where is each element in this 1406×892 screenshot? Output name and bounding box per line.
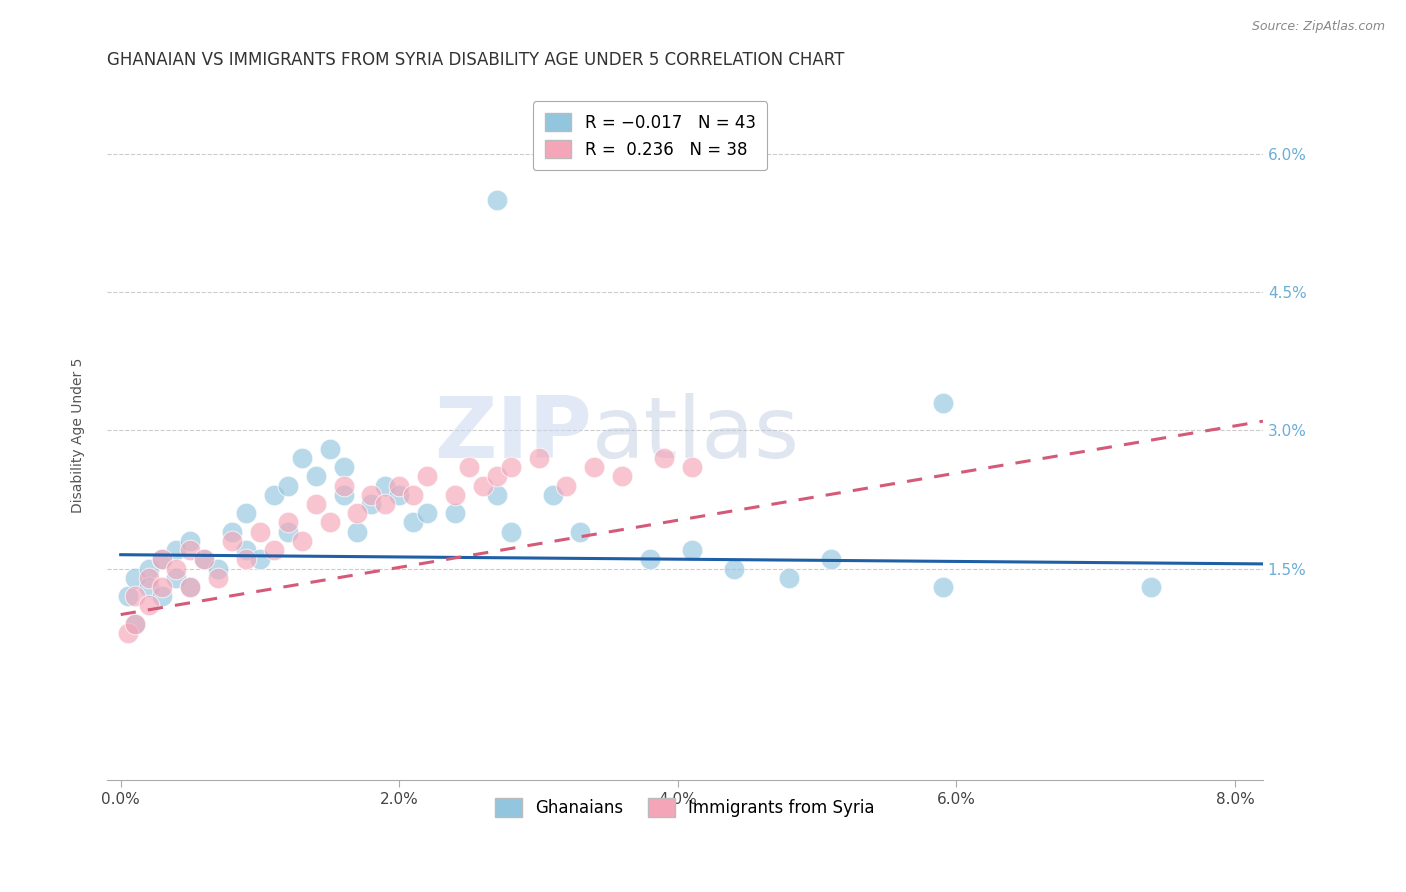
Point [444,488,467,502]
Point [152,580,174,594]
Point [305,469,328,483]
Point [332,460,354,475]
Point [277,524,299,539]
Text: Source: ZipAtlas.com: Source: ZipAtlas.com [1251,20,1385,33]
Point [374,478,396,492]
Point [221,524,243,539]
Point [193,552,215,566]
Point [541,488,564,502]
Point [152,589,174,603]
Point [249,524,271,539]
Text: ZIP: ZIP [434,393,592,476]
Point [583,460,606,475]
Point [610,469,633,483]
Point [193,552,215,566]
Point [305,497,328,511]
Point [207,561,229,575]
Point [263,488,285,502]
Point [124,616,146,631]
Point [318,516,340,530]
Point [360,497,382,511]
Point [444,506,467,520]
Point [291,450,314,465]
Point [499,460,522,475]
Point [527,450,550,465]
Point [820,552,842,566]
Point [138,561,160,575]
Point [318,442,340,456]
Point [416,506,439,520]
Point [485,488,508,502]
Point [263,543,285,558]
Point [402,516,425,530]
Point [165,571,187,585]
Point [681,543,703,558]
Point [179,543,201,558]
Point [652,450,675,465]
Point [332,488,354,502]
Point [931,396,953,410]
Point [332,478,354,492]
Legend: Ghanaians, Immigrants from Syria: Ghanaians, Immigrants from Syria [488,792,882,824]
Point [124,616,146,631]
Point [152,552,174,566]
Point [124,571,146,585]
Point [138,580,160,594]
Point [249,552,271,566]
Point [235,506,257,520]
Point [138,571,160,585]
Point [165,561,187,575]
Point [778,571,800,585]
Point [165,543,187,558]
Point [152,552,174,566]
Point [416,469,439,483]
Point [117,589,139,603]
Point [179,580,201,594]
Point [931,580,953,594]
Point [179,580,201,594]
Point [235,543,257,558]
Point [374,497,396,511]
Point [388,488,411,502]
Text: GHANAIAN VS IMMIGRANTS FROM SYRIA DISABILITY AGE UNDER 5 CORRELATION CHART: GHANAIAN VS IMMIGRANTS FROM SYRIA DISABI… [107,51,844,69]
Point [402,488,425,502]
Point [117,626,139,640]
Point [458,460,481,475]
Point [723,561,745,575]
Y-axis label: Disability Age Under 5: Disability Age Under 5 [72,358,86,513]
Point [124,589,146,603]
Text: atlas: atlas [592,393,800,476]
Point [138,599,160,613]
Point [277,478,299,492]
Point [681,460,703,475]
Point [346,506,368,520]
Point [499,524,522,539]
Point [235,552,257,566]
Point [555,478,578,492]
Point [221,533,243,548]
Point [179,533,201,548]
Point [1140,580,1163,594]
Point [485,193,508,207]
Point [277,516,299,530]
Point [485,469,508,483]
Point [346,524,368,539]
Point [291,533,314,548]
Point [638,552,661,566]
Point [388,478,411,492]
Point [207,571,229,585]
Point [569,524,592,539]
Point [360,488,382,502]
Point [471,478,494,492]
